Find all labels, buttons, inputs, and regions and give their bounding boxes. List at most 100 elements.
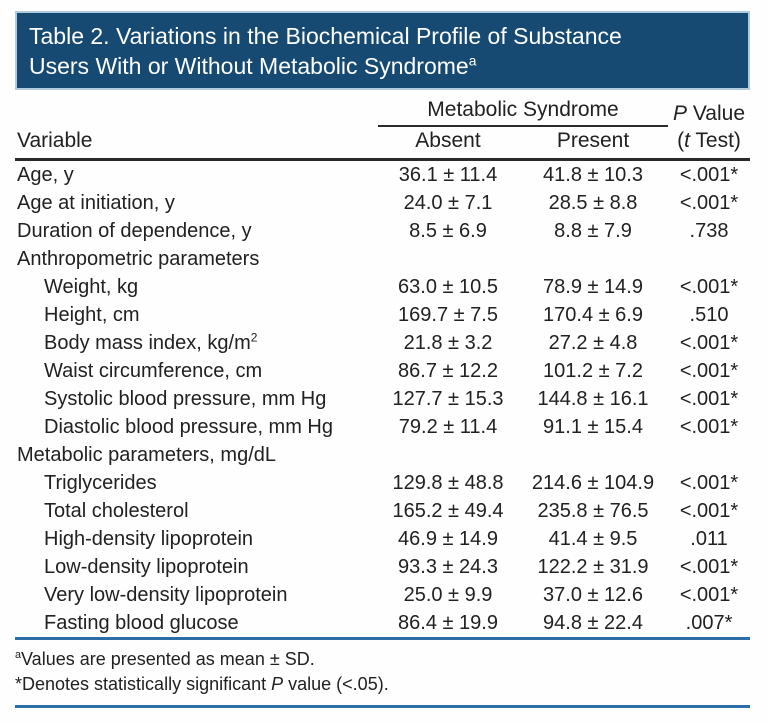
- p-value: <.001*: [679, 584, 739, 606]
- table-row: Fasting blood glucose 86.4 ± 19.9 94.8 ±…: [15, 609, 751, 640]
- row-label: Fasting blood glucose: [15, 609, 378, 640]
- present-value: 78.9 ± 14.9: [543, 276, 643, 298]
- present-value: 8.8 ± 7.9: [554, 220, 632, 242]
- absent-value: 93.3 ± 24.3: [398, 556, 498, 578]
- row-label: Total cholesterol: [44, 500, 189, 522]
- table-title-line1: Table 2. Variations in the Biochemical P…: [29, 23, 622, 49]
- present-value: 214.6 ± 104.9: [531, 472, 655, 494]
- column-group-metabolic-syndrome: Metabolic Syndrome: [378, 96, 669, 127]
- table-row: Age, y 36.1 ± 11.4 41.8 ± 10.3 <.001*: [15, 160, 750, 190]
- absent-value: 86.4 ± 19.9: [378, 609, 518, 640]
- row-label: High-density lipoprotein: [44, 528, 254, 550]
- absent-value: 169.7 ± 7.5: [398, 304, 498, 326]
- absent-value: 127.7 ± 15.3: [392, 388, 504, 410]
- p-value: <.001*: [679, 500, 739, 522]
- row-label: Body mass index, kg/m2: [44, 330, 258, 354]
- table-row: Total cholesterol 165.2 ± 49.4 235.8 ± 7…: [15, 497, 750, 525]
- table-row: Very low-density lipoprotein 25.0 ± 9.9 …: [15, 581, 750, 609]
- present-value: 91.1 ± 15.4: [543, 416, 643, 438]
- row-label: Waist circumference, cm: [44, 360, 263, 382]
- absent-value: 21.8 ± 3.2: [403, 332, 493, 354]
- absent-value: 129.8 ± 48.8: [392, 472, 504, 494]
- p-value: <.001*: [679, 388, 739, 410]
- title-footnote-marker: a: [468, 53, 477, 69]
- footnote-significance: *Denotes statistically significant P val…: [15, 674, 389, 694]
- present-value: 41.4 ± 9.5: [548, 528, 638, 550]
- table-title-line2: Users With or Without Metabolic Syndrome…: [29, 53, 477, 79]
- absent-value: 79.2 ± 11.4: [398, 416, 498, 438]
- row-label: Age, y: [17, 164, 74, 186]
- column-header-t-test: (t Test): [668, 126, 751, 161]
- table-section-row: Metabolic parameters, mg/dL: [15, 441, 750, 469]
- p-value: .510: [689, 304, 729, 326]
- present-value: 170.4 ± 6.9: [543, 304, 643, 326]
- row-label: Weight, kg: [44, 276, 139, 298]
- p-value: <.001*: [679, 556, 739, 578]
- table-row: Duration of dependence, y 8.5 ± 6.9 8.8 …: [15, 217, 750, 245]
- present-value: [518, 245, 668, 273]
- column-header-p-value: P Value: [673, 102, 746, 125]
- row-label: Duration of dependence, y: [17, 220, 252, 242]
- present-value: [518, 441, 668, 469]
- row-label: Very low-density lipoprotein: [44, 584, 288, 606]
- table-row: Systolic blood pressure, mm Hg 127.7 ± 1…: [15, 385, 750, 413]
- table-row: Triglycerides 129.8 ± 48.8 214.6 ± 104.9…: [15, 469, 750, 497]
- absent-value: 63.0 ± 10.5: [398, 276, 498, 298]
- p-value: <.001*: [679, 332, 739, 354]
- p-value: .007*: [668, 609, 751, 640]
- footnote-values: aValues are presented as mean ± SD.: [15, 649, 315, 669]
- absent-value: 25.0 ± 9.9: [403, 584, 493, 606]
- absent-value: 46.9 ± 14.9: [398, 528, 498, 550]
- table-title-bar: Table 2. Variations in the Biochemical P…: [15, 11, 750, 90]
- column-header-row: Variable Absent Present (t Test): [15, 126, 751, 161]
- squared-superscript: 2: [250, 330, 258, 345]
- present-value: 144.8 ± 16.1: [537, 388, 649, 410]
- biochemical-profile-table: Metabolic Syndrome P Value Variable Abse…: [15, 96, 751, 640]
- p-value: <.001*: [679, 472, 739, 494]
- column-group-row: Metabolic Syndrome P Value: [15, 96, 750, 127]
- table-row: Age at initiation, y 24.0 ± 7.1 28.5 ± 8…: [15, 189, 750, 217]
- absent-value: [378, 245, 518, 273]
- row-label: Triglycerides: [44, 472, 157, 494]
- p-value: <.001*: [679, 276, 739, 298]
- p-value: <.001*: [679, 416, 739, 438]
- p-value: <.001*: [679, 360, 739, 382]
- column-header-variable: Variable: [15, 126, 378, 161]
- row-label: Age at initiation, y: [17, 192, 175, 214]
- present-value: 27.2 ± 4.8: [548, 332, 638, 354]
- footnote-a-marker: a: [15, 649, 22, 661]
- absent-value: 8.5 ± 6.9: [409, 220, 487, 242]
- present-value: 28.5 ± 8.8: [548, 192, 638, 214]
- table-row: Body mass index, kg/m2 21.8 ± 3.2 27.2 ±…: [15, 329, 750, 357]
- present-value: 122.2 ± 31.9: [537, 556, 649, 578]
- column-header-absent: Absent: [378, 126, 518, 161]
- section-label: Anthropometric parameters: [17, 248, 260, 270]
- blank-cell: [15, 96, 378, 126]
- table-row: Waist circumference, cm 86.7 ± 12.2 101.…: [15, 357, 750, 385]
- p-value: [668, 245, 750, 273]
- table-row: Diastolic blood pressure, mm Hg 79.2 ± 1…: [15, 413, 750, 441]
- p-value: .011: [690, 528, 728, 550]
- table-section-row: Anthropometric parameters: [15, 245, 750, 273]
- table-row: Low-density lipoprotein 93.3 ± 24.3 122.…: [15, 553, 750, 581]
- absent-value: 36.1 ± 11.4: [398, 164, 498, 186]
- column-header-present: Present: [518, 126, 669, 161]
- table-row: Height, cm 169.7 ± 7.5 170.4 ± 6.9 .510: [15, 301, 750, 329]
- table-figure: Table 2. Variations in the Biochemical P…: [15, 11, 751, 708]
- section-label: Metabolic parameters, mg/dL: [17, 444, 277, 466]
- p-value: .738: [689, 220, 729, 242]
- present-value: 94.8 ± 22.4: [518, 609, 669, 640]
- table-row: High-density lipoprotein 46.9 ± 14.9 41.…: [15, 525, 750, 553]
- row-label: Height, cm: [44, 304, 140, 326]
- present-value: 41.8 ± 10.3: [543, 164, 643, 186]
- table-row: Weight, kg 63.0 ± 10.5 78.9 ± 14.9 <.001…: [15, 273, 750, 301]
- absent-value: [378, 441, 518, 469]
- p-value: <.001*: [679, 164, 739, 186]
- present-value: 37.0 ± 12.6: [543, 584, 643, 606]
- absent-value: 165.2 ± 49.4: [392, 500, 504, 522]
- absent-value: 86.7 ± 12.2: [398, 360, 498, 382]
- row-label: Low-density lipoprotein: [44, 556, 249, 578]
- row-label: Diastolic blood pressure, mm Hg: [44, 416, 333, 438]
- footnotes: aValues are presented as mean ± SD. *Den…: [15, 640, 750, 708]
- present-value: 101.2 ± 7.2: [543, 360, 643, 382]
